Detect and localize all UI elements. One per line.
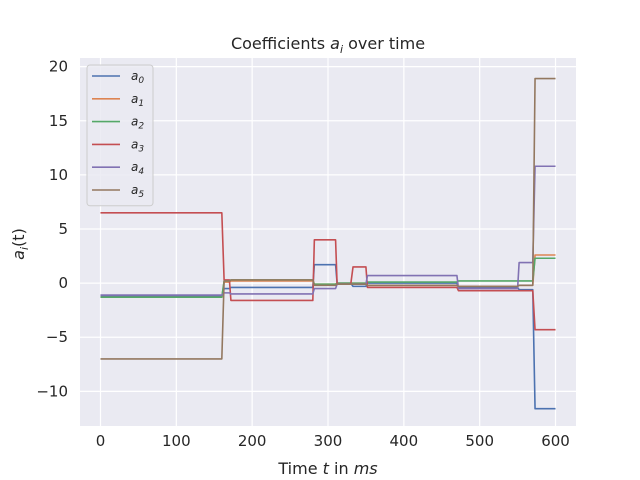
legend-label: a4	[131, 160, 144, 177]
legend-box	[86, 64, 154, 207]
y-tick-label: 5	[58, 220, 68, 238]
legend-label: a2	[131, 115, 144, 132]
series-layer	[100, 77, 556, 410]
y-tick-label: −10	[36, 382, 68, 400]
x-tick-label: 500	[465, 432, 494, 450]
y-tick-label: 10	[49, 166, 68, 184]
x-tick-label: 0	[96, 432, 106, 450]
x-tick-label: 400	[390, 432, 419, 450]
series-line-a3	[100, 211, 556, 331]
y-tick-label: 15	[49, 112, 68, 130]
legend-label: a5	[131, 183, 144, 200]
x-tick-label: 300	[314, 432, 343, 450]
x-tick-label: 200	[238, 432, 267, 450]
ticks: 0 100 200 300 400 500 600 −10 −5 0 5 10 15 20	[36, 58, 569, 450]
legend-label: a3	[131, 137, 144, 154]
x-axis-label: Time t in ms	[277, 459, 377, 478]
legend-label: a1	[131, 92, 144, 109]
legend-label: a0	[131, 69, 144, 86]
x-tick-label: 100	[162, 432, 191, 450]
y-tick-label: 20	[49, 58, 68, 76]
y-axis-label: ai(t)	[9, 228, 31, 260]
y-tick-label: 0	[58, 274, 68, 292]
chart-title: Coefficients ai over time	[231, 34, 425, 56]
legend: a0 a1 a2 a3 a4 a5	[86, 64, 154, 207]
series-line-a5	[100, 77, 556, 360]
y-tick-label: −5	[46, 328, 68, 346]
grid	[80, 58, 576, 426]
x-tick-label: 600	[541, 432, 570, 450]
